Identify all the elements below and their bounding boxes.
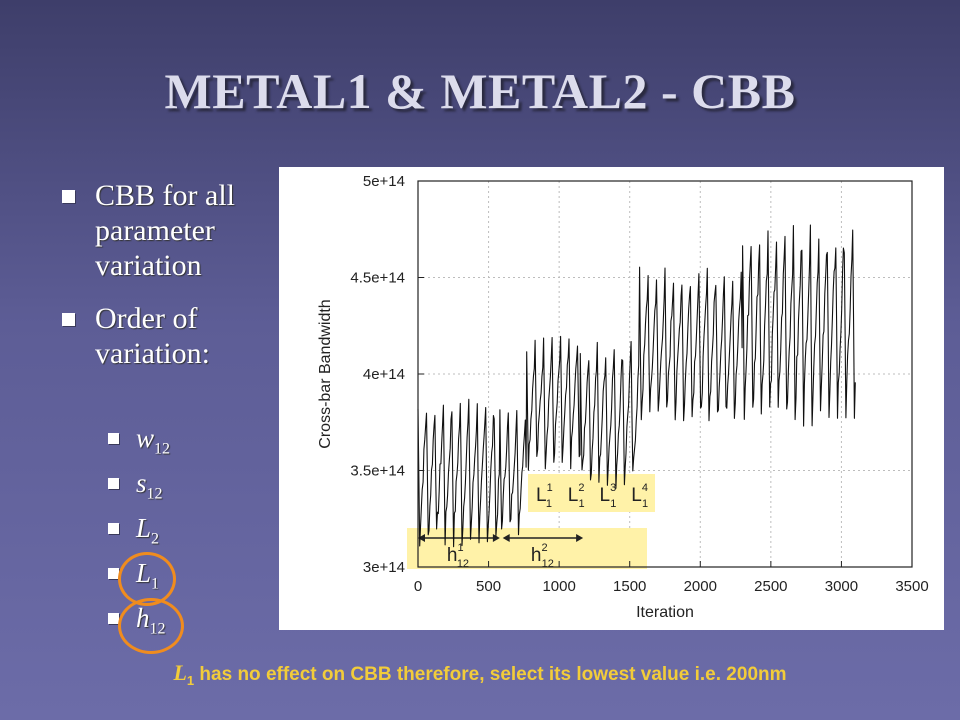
h-annotation-box xyxy=(407,528,647,569)
bullet-square-icon xyxy=(108,568,119,579)
footer-param: L xyxy=(173,660,187,685)
bullet-square-icon xyxy=(108,433,119,444)
y-tick-label: 3e+14 xyxy=(363,559,405,576)
h-annotation-base: h xyxy=(531,545,542,566)
l-annotation-base: L xyxy=(600,485,611,506)
arrow-left-icon xyxy=(418,534,425,542)
l-annotation-base: L xyxy=(568,485,579,506)
h-annotation-base: h xyxy=(447,545,458,566)
bullet-square-icon xyxy=(108,523,119,534)
bullet-text: CBB for all parameter variation xyxy=(95,179,235,282)
x-tick-label: 0 xyxy=(414,578,422,595)
l-annotation-label: L1 1 xyxy=(536,482,553,510)
l-annotation-label: L3 1 xyxy=(600,482,617,510)
slide-title: METAL1 & METAL2 - CBB xyxy=(164,63,796,119)
param-subscript: 2 xyxy=(151,530,160,548)
sub-bullet-item: L2 xyxy=(108,512,228,557)
main-bullet-list: CBB for all parameter variation Order of… xyxy=(60,178,270,389)
l-annotation-sub: 1 xyxy=(642,498,648,510)
arrow-left-icon xyxy=(502,534,510,542)
x-tick-label: 2000 xyxy=(684,578,717,595)
footer-note: L1 has no effect on CBB therefore, selec… xyxy=(0,660,960,688)
bullet-item: CBB for all parameter variation xyxy=(60,178,270,283)
l-annotation-base: L xyxy=(631,485,642,506)
param-name: w xyxy=(136,423,155,453)
bullet-item: Order of variation: xyxy=(60,301,270,371)
y-tick-label: 4e+14 xyxy=(363,366,405,383)
cbb-chart-svg: L1 1 L2 1 L3 1 L4 1h1 12 h2 12 0 500 1000 1500 2000 250… xyxy=(317,173,929,621)
l-annotation-sup: 2 xyxy=(578,482,584,494)
sub-bullet-item: s12 xyxy=(108,467,228,512)
arrow-right-icon xyxy=(492,534,500,542)
h-annotation-sup: 1 xyxy=(458,542,464,554)
x-axis-label: Iteration xyxy=(636,604,694,621)
param-name: L xyxy=(136,513,152,543)
x-tick-label: 3500 xyxy=(895,578,928,595)
arrow-right-icon xyxy=(576,534,584,542)
x-tick-label: 2500 xyxy=(754,578,787,595)
l-annotation-box xyxy=(528,474,655,512)
bullet-square-icon xyxy=(62,190,75,203)
h-annotation-sup: 2 xyxy=(541,542,547,554)
h-annotation-sub: 12 xyxy=(457,558,469,570)
l-annotation-sup: 1 xyxy=(547,482,553,494)
l-annotation-sub: 1 xyxy=(546,498,552,510)
footer-text: has no effect on CBB therefore, select i… xyxy=(194,664,787,685)
y-tick-label: 3.5e+14 xyxy=(350,463,405,480)
l-annotation-base: L xyxy=(536,485,547,506)
bullet-text: Order of variation: xyxy=(95,302,210,370)
l-annotation-sub: 1 xyxy=(610,498,616,510)
param-subscript: 12 xyxy=(154,440,171,458)
param-name: s xyxy=(136,468,147,498)
x-tick-label: 3000 xyxy=(825,578,858,595)
h-annotation-sub: 12 xyxy=(542,558,554,570)
l-annotation-label: L4 1 xyxy=(631,482,648,510)
cbb-series-line xyxy=(417,224,856,548)
sub-bullet-item: w12 xyxy=(108,422,228,467)
x-tick-label: 500 xyxy=(476,578,501,595)
bullet-square-icon xyxy=(108,613,119,624)
y-tick-label: 5e+14 xyxy=(363,173,405,190)
highlight-circle-h12 xyxy=(118,598,184,654)
bullet-square-icon xyxy=(108,478,119,489)
footer-param-subscript: 1 xyxy=(186,672,195,688)
y-axis-label: Cross-bar Bandwidth xyxy=(317,299,334,448)
param-subscript: 12 xyxy=(146,485,163,503)
l-annotation-sup: 4 xyxy=(642,482,648,494)
x-tick-label: 1000 xyxy=(542,578,575,595)
cbb-chart: L1 1 L2 1 L3 1 L4 1 h1 12 h2 12 0 500 1000 1500 2000 250… xyxy=(279,167,944,630)
l-annotation-sup: 3 xyxy=(610,482,616,494)
bullet-square-icon xyxy=(62,313,75,326)
y-tick-label: 4.5e+14 xyxy=(350,270,405,287)
x-tick-label: 1500 xyxy=(613,578,646,595)
l-annotation-label: L2 1 xyxy=(568,482,585,510)
l-annotation-sub: 1 xyxy=(578,498,584,510)
